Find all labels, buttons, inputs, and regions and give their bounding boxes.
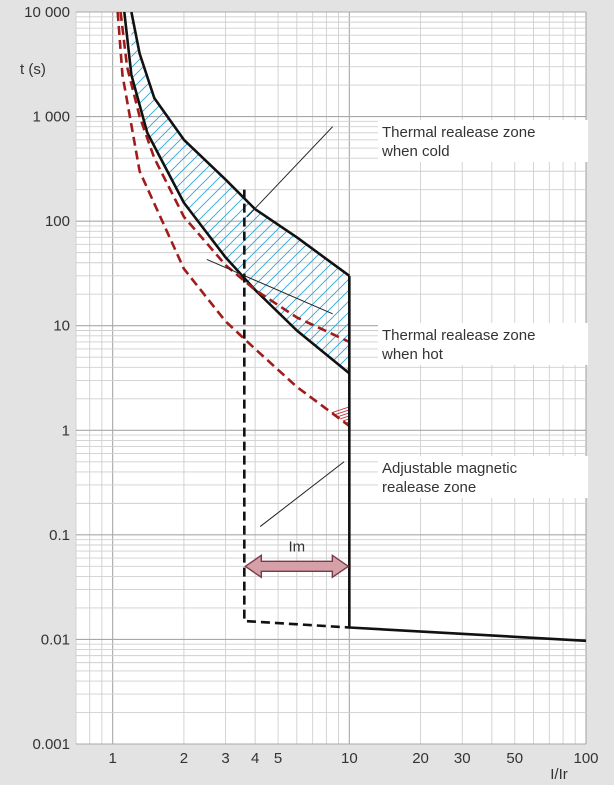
x-tick-label: 10 [341, 750, 358, 767]
x-tick-label: 5 [274, 750, 282, 767]
series-line-3 [119, 12, 350, 344]
y-tick-label: 1 000 [32, 109, 70, 126]
y-tick-label: 10 [53, 318, 70, 335]
annotation-pointer-2 [206, 259, 333, 315]
im-double-arrow [244, 554, 350, 579]
hatch-line [595, 0, 614, 785]
hatch-line [586, 0, 614, 785]
im-arrow: Im [244, 538, 350, 579]
x-tick-label: 50 [506, 750, 523, 767]
x-tick-label: 100 [573, 750, 598, 767]
y-tick-label: 100 [45, 213, 70, 230]
annotation-bg [378, 456, 588, 498]
annotation-bg [378, 323, 588, 365]
y-tick-label: 0.01 [41, 631, 70, 648]
hatch-line [0, 0, 11, 785]
y-tick-label: 1 [62, 422, 70, 439]
annotations: Thermal realease zone when cold Thermal re… [206, 120, 588, 527]
hatch-line [586, 0, 614, 785]
hatch-line [131, 12, 298, 374]
x-axis-label: I/Ir [550, 766, 568, 783]
y-tick-label: 10 000 [24, 4, 70, 21]
annotation-line: when cold [381, 143, 450, 160]
x-tick-label: 3 [221, 750, 229, 767]
x-tick-label: 4 [251, 750, 259, 767]
grid [75, 11, 587, 745]
hatch-line [0, 0, 33, 785]
annotation-pointer-1 [246, 126, 333, 218]
curves [116, 12, 586, 643]
annotation-line: Thermal realease zone [382, 327, 535, 344]
annotation-bg [378, 120, 588, 162]
series-line-4 [116, 12, 351, 428]
annotation-line: realease zone [382, 479, 476, 496]
annotation-line: Adjustable magnetic [382, 460, 518, 477]
y-tick-label: 0.1 [49, 527, 70, 544]
series-line-2 [123, 12, 351, 375]
hatch-line [597, 0, 614, 785]
hatch-line [604, 0, 614, 785]
hatch-line [608, 0, 614, 785]
annotation-line: when hot [381, 346, 444, 363]
axes: 0.001 0.01 0.1 1 10 100 1 000 10 000 1 2 3 4 5 10 20 30… [20, 4, 599, 783]
hatch-line [131, 12, 287, 374]
x-tick-label: 30 [454, 750, 471, 767]
series-line-1 [130, 12, 351, 277]
annotation-pointer-3 [259, 461, 345, 527]
annotation-line: Thermal realease zone [382, 124, 535, 141]
x-tick-label: 20 [412, 750, 429, 767]
im-label: Im [288, 538, 305, 555]
hatch-line [0, 0, 22, 785]
x-tick-label: 1 [108, 750, 116, 767]
series-line-6 [243, 189, 350, 629]
y-axis-label: t (s) [20, 61, 46, 78]
x-tick-label: 2 [180, 750, 188, 767]
y-tick-label: 0.001 [32, 736, 70, 753]
